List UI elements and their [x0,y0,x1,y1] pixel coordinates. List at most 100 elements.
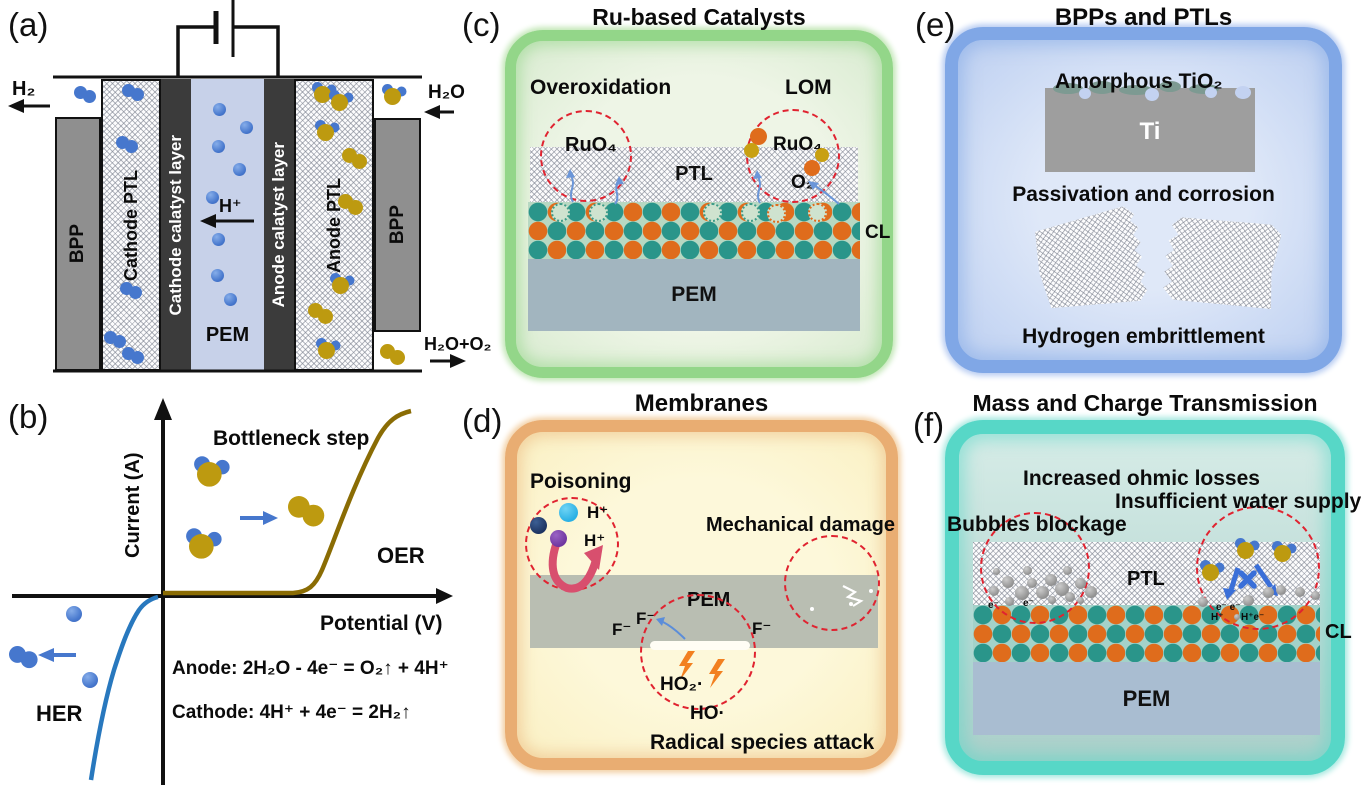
panel-a-electrolyzer-schematic: (a) BPP Cathode PTL Cathode calatyst lay… [0,0,492,390]
h2o-in-label: H₂O [428,82,465,103]
proton-dot [224,293,237,306]
ruo4-left-label: RuO₄ [565,134,617,156]
bpp-left-layer: BPP [55,117,101,371]
bubble [1065,592,1075,602]
bubble [1075,578,1086,589]
h2o-molecule [332,277,349,294]
h2-molecule [116,136,129,149]
f-minus-1: F⁻ [612,620,632,639]
battery-and-flow-arrows [8,0,466,373]
anode-ptl-layer: Anode PTL [294,79,374,371]
bottleneck-label: Bottleneck step [213,427,370,450]
h2-molecule [9,646,26,663]
ptl-label: PTL [1127,568,1165,590]
ho2-radical-label: HO₂· [660,674,704,695]
bubble [1023,566,1032,575]
bubble [1036,586,1049,599]
e-minus-label-1: e⁻ [988,600,999,611]
panel-f-label: (f) [913,406,945,443]
h2o-molecule [317,124,334,141]
corrosion-notch [1205,87,1217,98]
proton-dot [206,191,219,204]
dissolved-particle [703,203,722,222]
proton-dot [233,163,246,176]
o2-molecule [342,148,357,163]
tio2-blob [1089,81,1115,94]
panel-c-label: (c) [462,6,501,43]
h-plus-top-label: H⁺ [587,503,609,522]
ti-label: Ti [1139,118,1161,145]
overoxidation-circle [540,110,632,202]
overoxidation-label: Overoxidation [530,76,672,99]
dissolved-particle [808,203,827,222]
cl-label: CL [865,222,891,243]
lom-label: LOM [785,76,832,99]
poisoning-label: Poisoning [530,470,632,493]
oer-label: OER [377,543,425,568]
her-label: HER [36,701,83,726]
tio2-blob [1053,83,1083,94]
o2-molecule [338,194,353,209]
cl-label: CL [1325,621,1352,643]
dissolved-particle [767,204,786,223]
panel-e-box [945,27,1342,373]
tio2-blob [1119,85,1153,95]
bubble [1234,614,1240,620]
h2o-o2-out-label: H₂O+O₂ [424,334,492,354]
panel-f-title: Mass and Charge Transmission [972,390,1318,416]
bubble [1085,586,1097,598]
h-plus-label: H⁺ [219,196,242,216]
proton-dot [211,269,224,282]
bubble [1311,591,1320,600]
mechanical-damage-circle [784,535,880,631]
bubble [1015,586,1029,600]
bubble [993,568,1000,575]
bubble [1027,578,1037,588]
amorphous-tio2-label: Amorphous TiO₂ [1055,70,1223,93]
ti-block [1045,88,1255,172]
anode-equation: Anode: 2H₂O - 4e⁻ = O₂↑ + 4H⁺ [172,658,449,679]
cation-purple [550,530,567,547]
ru-particle-gold [815,148,829,162]
water-supply-label: Insufficient water supply [1115,490,1362,513]
bubble [1048,596,1056,604]
panel-b-label: (b) [8,398,49,435]
cl-band [973,605,1320,662]
e-pair-label: e⁻ e⁻ [1216,602,1241,613]
corrosion-notch [1079,88,1091,99]
bubble [1077,597,1084,604]
h2o-molecule [331,94,348,111]
bubbles-blockage-label: Bubbles blockage [947,513,1127,536]
f-minus-3: F⁻ [752,619,772,638]
ru-particle-orange [804,160,820,176]
panel-d-label: (d) [462,402,503,439]
panel-c-ru-catalysts: (c) Ru-based Catalysts PTL PEM CL Overox… [455,0,910,390]
proton-dot [212,233,225,246]
tio2-blob [1159,81,1181,92]
panel-e-title: BPPs and PTLs [1054,4,1233,31]
o2-molecule [308,303,323,318]
her-oer-curves [12,398,453,785]
passivation-label: Passivation and corrosion [1012,183,1275,206]
h2o-molecule [384,88,401,105]
panel-d-title: Membranes [634,390,769,417]
dissolved-particle [551,203,570,222]
ptl-label: PTL [675,163,713,185]
water-supply-circle [1196,506,1320,630]
h2-dot [82,672,98,688]
pem-band: PEM [973,662,1320,735]
ru-particle-gold [744,143,759,158]
corrosion-notch [1235,86,1251,99]
bubble [1276,585,1286,595]
h2o-molecule [1237,542,1254,559]
panel-a-label: (a) [8,6,49,43]
o2-molecule [380,344,395,359]
bubble [1063,566,1072,575]
anode-catalyst-layer: Anode calatyst layer [264,79,294,371]
radical-attack-label: Radical species attack [650,731,875,754]
cl-band [528,202,860,259]
panel-e-bpps-ptls: (e) BPPs and PTLs Amorphous TiO₂ Ti Pass… [905,0,1367,390]
radical-attack-circle [640,594,756,710]
h2-out-label: H₂ [12,78,36,100]
